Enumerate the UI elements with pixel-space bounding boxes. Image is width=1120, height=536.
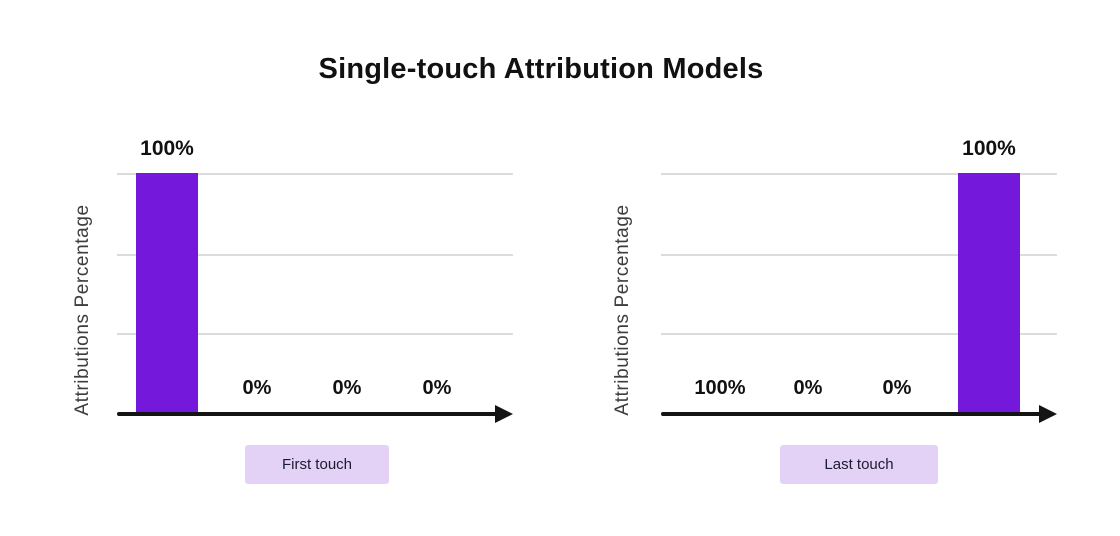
gridline-33 [661,333,1057,335]
last-touch-chart: 100% 100% 0% 0% [661,137,1057,423]
x-value-label: 0% [242,377,272,399]
x-value-label: 0% [422,377,452,399]
first-touch-chart: 100% 0% 0% 0% [117,137,513,423]
x-axis-arrowhead-icon [495,405,513,423]
x-axis-line [661,412,1042,416]
x-axis-arrowhead-icon [1039,405,1057,423]
x-value-label: 100% [694,377,746,399]
last-touch-badge: Last touch [780,445,938,484]
first-touch-y-axis-label: Attributions Percentage [72,204,93,416]
first-touch-badge: First touch [245,445,389,484]
first-touchpoint-bar [136,173,198,412]
page-title: Single-touch Attribution Models [318,53,764,85]
last-touch-y-axis-label: Attributions Percentage [612,204,633,416]
gridline-66 [117,254,513,256]
bar-value-label: 100% [140,137,194,160]
gridline-100 [117,173,513,175]
x-value-label: 0% [882,377,912,399]
last-touchpoint-bar [958,173,1020,412]
gridline-100 [661,173,1057,175]
gridline-66 [661,254,1057,256]
bar-value-label: 100% [962,137,1016,160]
x-axis-line [117,412,498,416]
x-value-label: 0% [332,377,362,399]
gridline-33 [117,333,513,335]
x-value-label: 0% [793,377,823,399]
